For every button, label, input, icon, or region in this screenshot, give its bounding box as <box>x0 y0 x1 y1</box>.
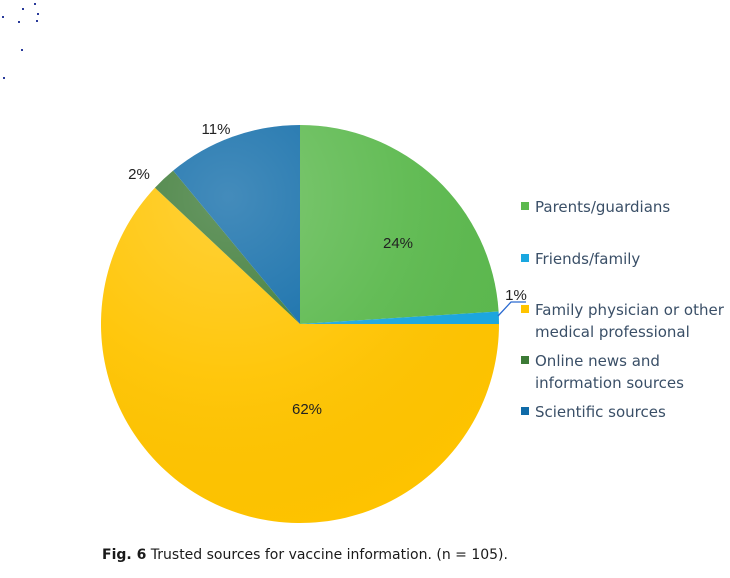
legend-swatch <box>521 407 529 415</box>
pie-slice-parents-guardians <box>300 125 499 324</box>
corner-artifact <box>3 77 5 79</box>
caption-text: Trusted sources for vaccine information.… <box>146 547 508 563</box>
data-label-parents-guardians: 24% <box>383 235 413 252</box>
legend-item-online-news-and-information-sources: Online news and information sources <box>521 352 684 392</box>
data-label-family-physician-or-other-medical-professional: 62% <box>292 401 322 418</box>
pie-chart: 24% 1% 62% 2% 11% Parents/guardians Friends/f… <box>100 121 725 524</box>
data-label-online-news-and-information-sources: 2% <box>128 166 150 183</box>
legend-swatch <box>521 254 529 262</box>
corner-artifact <box>37 13 39 15</box>
figure-number: Fig. 6 <box>102 547 147 563</box>
pie-slices <box>100 125 499 524</box>
legend-item-scientific-sources: Scientific sources <box>521 403 666 421</box>
corner-artifact <box>22 8 24 10</box>
legend-swatch <box>521 356 529 364</box>
legend-label: information sources <box>535 374 684 392</box>
data-label-scientific-sources: 11% <box>202 121 231 138</box>
corner-artifact <box>34 3 36 5</box>
legend-label: Online news and <box>535 352 660 370</box>
legend-item-family-physician-or-other-medical-professional: Family physician or other medical profess… <box>521 301 725 341</box>
leader-line <box>497 301 526 317</box>
legend-item-parents-guardians: Parents/guardians <box>521 198 670 216</box>
figure-caption: Fig. 6 Trusted sources for vaccine infor… <box>102 547 508 563</box>
legend-label: medical professional <box>535 323 690 341</box>
legend-swatch <box>521 202 529 210</box>
slice-labels: 24% 1% 62% 2% 11% <box>128 121 527 418</box>
corner-artifact <box>21 49 23 51</box>
legend-label: Family physician or other <box>535 301 725 319</box>
legend-item-friends-family: Friends/family <box>521 250 640 268</box>
legend: Parents/guardians Friends/family Family ph… <box>521 198 725 421</box>
legend-swatch <box>521 305 529 313</box>
legend-label: Scientific sources <box>535 403 666 421</box>
legend-label: Friends/family <box>535 250 640 268</box>
data-label-friends-family: 1% <box>505 287 527 304</box>
corner-artifact <box>18 21 20 23</box>
corner-artifact <box>36 20 38 22</box>
legend-label: Parents/guardians <box>535 198 670 216</box>
corner-artifact <box>2 16 4 18</box>
